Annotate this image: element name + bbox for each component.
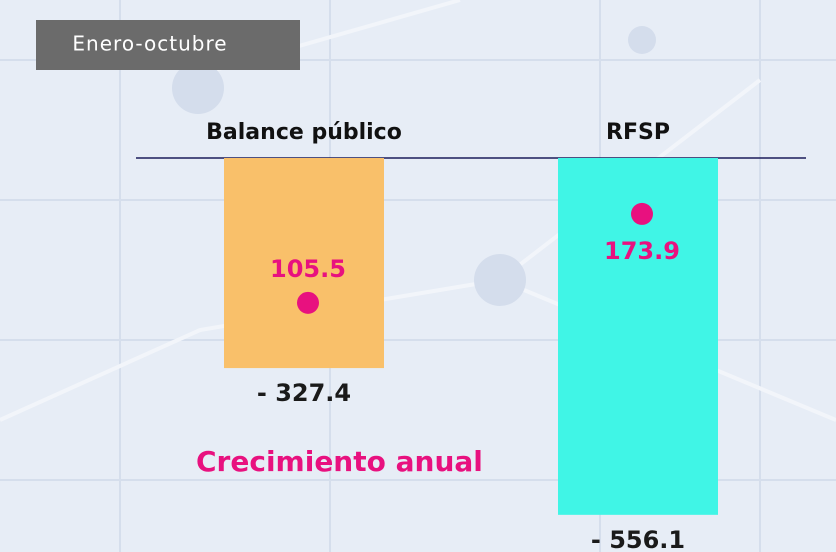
subtitle-box [36, 20, 300, 70]
decor-circle [474, 254, 526, 306]
bar [224, 158, 384, 369]
growth-label: 173.9 [604, 237, 680, 265]
category-label: RFSP [606, 120, 670, 145]
subtitle: Enero-octubre [72, 32, 227, 56]
growth-dot [297, 291, 319, 314]
legend-label: Crecimiento anual [196, 445, 483, 478]
value-label: - 327.4 [257, 379, 351, 407]
growth-dot [631, 202, 653, 225]
decor-circle [628, 26, 656, 54]
growth-label: 105.5 [270, 255, 346, 283]
decor-circle [172, 62, 224, 114]
value-label: - 556.1 [591, 526, 685, 552]
category-label: Balance público [206, 120, 402, 145]
